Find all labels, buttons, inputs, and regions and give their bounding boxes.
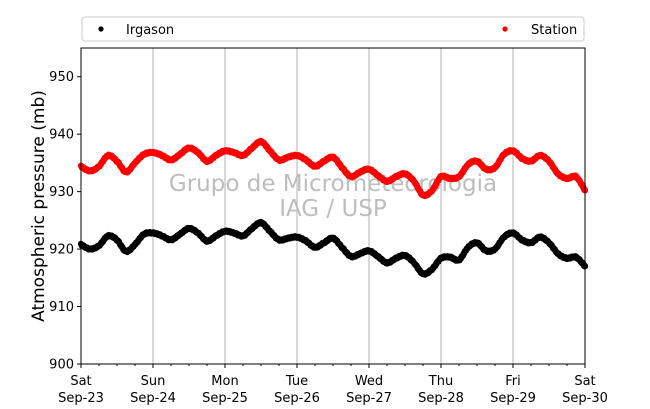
legend-marker-station [502, 26, 508, 32]
x-tick-date-label: Sep-27 [346, 391, 392, 406]
legend: Irgason Station [81, 16, 585, 42]
x-tick-day-label: Sat [70, 374, 91, 389]
x-tick-day-label: Wed [355, 374, 383, 389]
watermark-line-2: IAG / USP [279, 196, 387, 222]
y-tick-label: 910 [49, 300, 74, 315]
x-tick-date-label: Sep-23 [58, 391, 104, 406]
x-tick-day-label: Tue [285, 374, 308, 389]
x-axis: Sat Sep-23 Sun Sep-24 Mon Sep-25 Tue Sep-26 Wed S… [58, 364, 608, 406]
watermark: Grupo de Micrometeorologia IAG / USP [169, 171, 497, 222]
y-axis-label: Atmospheric pressure (mb) [29, 90, 49, 322]
x-tick-day-label: Mon [211, 374, 238, 389]
y-tick-label: 940 [49, 128, 74, 143]
x-tick-date-label: Sep-28 [418, 391, 464, 406]
y-axis: 900 910 920 930 940 950 [49, 70, 81, 373]
x-tick-day-label: Sun [141, 374, 166, 389]
x-tick-date-label: Sep-25 [202, 391, 248, 406]
y-tick-label: 920 [49, 243, 74, 258]
legend-marker-irgason [98, 26, 104, 32]
legend-frame [81, 16, 585, 42]
legend-label-irgason: Irgason [126, 23, 174, 38]
x-tick-date-label: Sep-24 [130, 391, 176, 406]
x-tick-day-label: Sat [574, 374, 595, 389]
y-tick-label: 950 [49, 70, 74, 85]
series-irgason [77, 218, 589, 278]
x-tick-date-label: Sep-29 [490, 391, 536, 406]
series-layer [77, 137, 589, 278]
y-tick-label: 900 [49, 358, 74, 373]
x-tick-date-label: Sep-26 [274, 391, 320, 406]
x-tick-day-label: Fri [505, 374, 521, 389]
series-station [77, 137, 589, 200]
legend-label-station: Station [531, 23, 577, 38]
y-tick-label: 930 [49, 185, 74, 200]
x-tick-day-label: Thu [428, 374, 453, 389]
x-tick-date-label: Sep-30 [562, 391, 608, 406]
gridlines [152, 48, 514, 364]
